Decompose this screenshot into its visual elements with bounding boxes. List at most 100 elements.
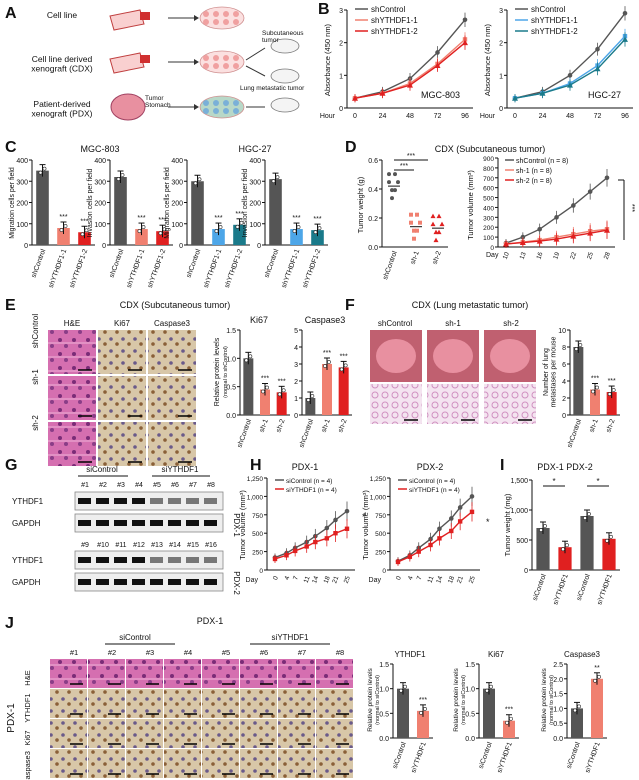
western-blot-band [204,579,217,585]
western-blot-band [204,498,217,504]
chart-j-title: Ki67 [488,650,505,659]
chart-h-right-xtick-line: 7 [416,575,424,581]
panel-d-title-line: CDX (Subcutaneous tumor) [435,144,546,154]
panel-g-lane-label-line: #11 [115,542,126,549]
chart-d-volume-ytick-label: 400 [483,205,494,212]
chart-f-xlabel: shControl [566,418,583,449]
chart-j-casp-bar [571,708,583,738]
panel-j-lane-label: #5 [222,648,230,657]
panel-c-title-left: MGC-803 [80,144,119,154]
chart-e-casp-xlabel: shControl [298,418,315,449]
chart-e-ki67-title: Ki67 [250,315,268,325]
panel-g-row-label: GAPDH [12,578,41,587]
chart-b-left-legend: shControl [371,5,405,14]
chart-d-volume-ytick-label-line: 400 [483,205,494,212]
chart-c-4-ytick-label: 200 [249,201,261,208]
chart-h-left-ytick-label: 1,250 [247,476,264,483]
micrograph-image [278,689,315,718]
chart-c-2-ytick-label-line: 300 [94,179,106,186]
chart-j-ki67-point [485,688,489,693]
chart-i-ytick-label: 1,000 [510,508,528,515]
chart-j-casp-ylabel-line: Relative protein levels [541,667,548,731]
chart-i-bar [536,528,550,570]
panel-f-title-line: CDX (Lung metastatic tumor) [412,300,529,310]
western-blot-band [78,557,91,563]
panel-g-lane-label-line: #4 [135,482,143,489]
panel-g-lane-label: #15 [187,542,199,549]
panel-j-lane-label-line: #8 [336,648,344,657]
chart-h-right-point [416,549,421,554]
chart-d-weight-ylabel: Tumor weight (g) [356,176,365,233]
chart-h-right-ytick-label: 250 [375,550,386,557]
chart-h-left-ytick-label-line: 1,000 [247,494,264,501]
chart-c-1-ytick-label-line: 200 [16,201,28,208]
panel-g-lane-label: #4 [135,482,143,489]
panel-j-row-label-line: H&E [23,670,32,685]
chart-f-ytick-label-line: 2 [562,396,566,403]
panel-c-title-right: HGC-27 [238,144,271,154]
chart-h-right-day: Day [369,577,382,584]
chart-c-2-ytick-label: 300 [94,179,106,186]
chart-e-ki67-sig: *** [278,378,286,385]
chart-c-3-point [193,181,198,186]
chart-f-xlabel-line: shControl [566,418,583,449]
panel-e-row-label: sh-2 [31,415,40,431]
chart-b-right-cell-line: HGC-27 [588,90,621,100]
chart-c-1-bar [36,170,49,245]
chart-d-xtick-line: 13 [519,251,528,261]
panel-g-lane-label: #13 [151,542,163,549]
chart-d-volume-ytick-label: 800 [483,166,494,173]
cell-icon [223,63,229,69]
chart-j-casp-ytick-label-line: 2.5 [553,662,563,669]
panel-g-lane-label-line: #10 [97,542,109,549]
chart-j-title-line: YTHDF1 [394,650,426,659]
chart-b-right-ytick-label: 0 [499,106,503,113]
chart-f-point [607,392,612,396]
cell-icon [213,19,219,25]
chart-e-ki67-ytick-label-line: 0.5 [226,385,236,392]
chart-f-sig-line: *** [591,376,599,383]
chart-d-weight-point [390,196,394,201]
chart-c-4-point [292,229,297,233]
chart-h-left-xtick-line: 11 [303,575,312,584]
panel-j-row-label-line: YTHDF1 [23,693,32,722]
chart-i-point [609,534,613,539]
panel-j-group-label-line: siYTHDF1 [272,633,309,642]
chart-c-3-sig: *** [214,215,222,222]
micrograph-image [88,749,125,778]
chart-c-3-xlabel-line: shControl [186,248,203,279]
chart-j-ki67-bar [483,688,495,738]
chart-h-left-ytick-label: 250 [252,550,263,557]
chart-d-volume-ytick-label: 600 [483,186,494,193]
panel-g-lane-label: #16 [205,542,217,549]
chart-h-right-sig: * [486,517,490,527]
chart-d-weight-point [412,228,416,233]
chart-e-casp-bar [322,364,332,415]
chart-b-left-ylabel: Absorbance (450 nm) [323,23,332,96]
panel-f-title: CDX (Lung metastatic tumor) [412,300,529,310]
chart-c-2-point [162,227,167,232]
chart-c-1-xlabel: shYTHDF1-2 [69,248,90,289]
chart-i-ytick-label-line: 1,500 [510,478,528,485]
chart-d-volume-sig: *** [628,204,635,212]
panel-g-row-label-line: GAPDH [12,519,41,528]
panel-g-pdx-label: PDX-1 [232,513,241,537]
chart-b-left-legend: shYTHDF1-1 [371,16,418,25]
chart-b-left-cell-line: MGC-803 [421,90,460,100]
chart-h-right-ytick-label: 750 [375,513,386,520]
micrograph-image [316,719,353,748]
chart-d-weight-point [430,213,436,219]
panel-a-subcutaneous-line: Subcutaneous [262,30,304,37]
chart-i-xlabel: siYTHDF1 [552,573,570,606]
chart-d-weight-ytick-label: 0.2 [368,216,378,223]
chart-j-ythdf1-ylabel-line: Relative protein levels [367,667,374,731]
micrograph-image [50,749,87,778]
chart-b-right-ytick-label-line: 2 [499,41,503,48]
chart-h-right-ytick-label: 500 [375,531,386,538]
panel-j-lane-label-line: #6 [260,648,268,657]
chart-b-right-legend-line: shYTHDF1-1 [531,16,578,25]
chart-h-right-xtick-line: 25 [468,575,477,585]
panel-letter-h: H [250,457,262,474]
chart-b-left-point [352,95,358,101]
chart-c-3-point [214,229,219,233]
